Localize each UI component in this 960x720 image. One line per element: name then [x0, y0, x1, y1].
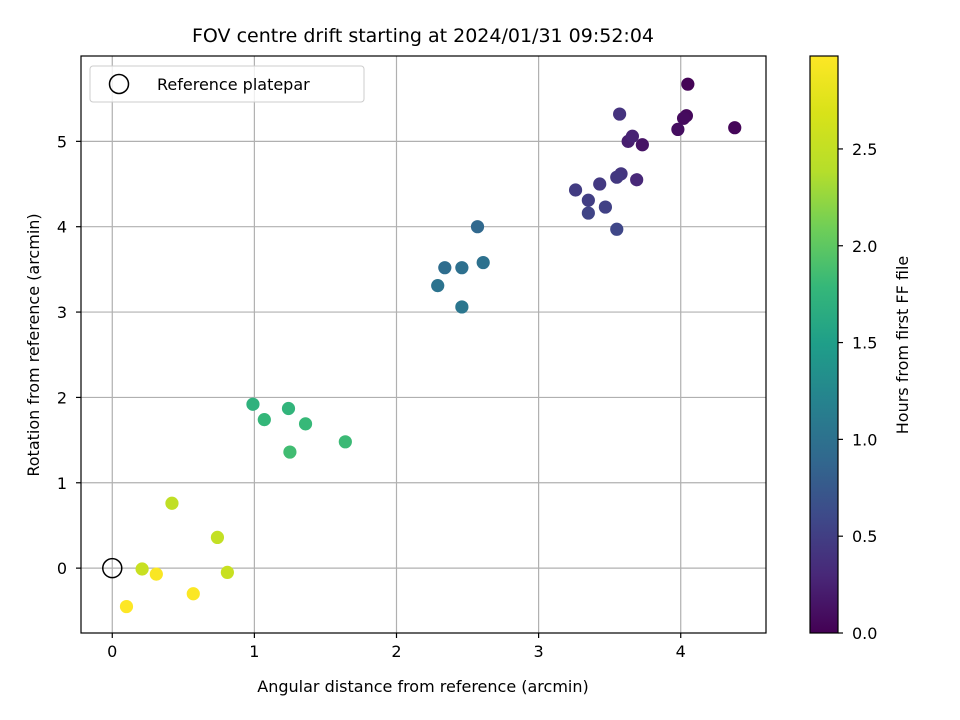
data-point	[119, 599, 134, 614]
chart-title: FOV centre drift starting at 2024/01/31 …	[192, 25, 654, 47]
data-point	[470, 220, 485, 234]
grid	[81, 56, 766, 633]
colorbar-tick-label: 0.0	[852, 624, 877, 643]
colorbar-tick-label: 1.0	[852, 430, 877, 449]
y-tick-label: 1	[57, 474, 67, 493]
data-point	[581, 193, 595, 207]
data-point	[671, 122, 685, 137]
data-point	[246, 397, 260, 411]
colorbar-tick-label: 0.5	[852, 527, 877, 546]
data-point	[728, 121, 742, 135]
data-point	[455, 300, 469, 314]
data-point	[338, 435, 352, 449]
data-point	[610, 170, 624, 184]
legend-label-reference: Reference platepar	[157, 75, 310, 94]
legend: Reference platepar	[89, 65, 365, 103]
data-point	[630, 173, 644, 187]
x-tick-label: 3	[534, 642, 544, 661]
colorbar-ticks: 0.0 0.5 1.0 1.5 2.0 2.5	[838, 140, 877, 643]
colorbar-tick-label: 2.0	[852, 237, 877, 256]
data-point	[568, 183, 583, 197]
data-point	[298, 417, 313, 431]
data-point	[257, 413, 271, 427]
data-point	[438, 261, 452, 275]
x-tick-label: 0	[107, 642, 117, 661]
colorbar-gradient	[810, 56, 838, 633]
data-point	[135, 562, 149, 576]
data-point	[613, 107, 627, 121]
plot-frame	[80, 55, 767, 634]
y-tick-label: 2	[57, 388, 67, 407]
data-point	[635, 138, 649, 152]
y-tick-label: 5	[57, 132, 67, 151]
x-tick-label: 2	[391, 642, 401, 661]
colorbar-tick-label: 2.5	[852, 140, 877, 159]
data-point	[165, 496, 179, 510]
data-point	[283, 445, 297, 459]
data-point	[281, 401, 296, 416]
data-point	[186, 587, 200, 601]
data-points	[119, 77, 742, 614]
y-axis-label: Rotation from reference (arcmin)	[24, 213, 43, 476]
data-point	[625, 129, 640, 143]
legend-box	[89, 65, 365, 103]
data-point	[431, 279, 445, 293]
y-tick-label: 3	[57, 303, 67, 322]
x-tick-label: 1	[249, 642, 259, 661]
y-tick-label: 0	[57, 559, 67, 578]
reference-point-marker	[102, 557, 123, 579]
data-point	[220, 565, 234, 579]
data-point	[455, 261, 469, 275]
data-point	[598, 200, 613, 214]
axis-ticks: 0 1 2 3 4 0 1 2 3 4 5	[57, 132, 686, 661]
data-point	[610, 222, 624, 236]
data-point	[149, 567, 163, 581]
data-point	[476, 255, 490, 270]
data-point	[593, 177, 607, 191]
colorbar-frame	[809, 55, 839, 634]
x-axis-label: Angular distance from reference (arcmin)	[257, 677, 588, 696]
x-tick-label: 4	[676, 642, 686, 661]
colorbar: 0.0 0.5 1.0 1.5 2.0 2.5 Hours from first FF f…	[809, 55, 912, 643]
colorbar-tick-label: 1.5	[852, 334, 877, 353]
y-tick-label: 4	[57, 218, 67, 237]
data-point	[676, 111, 691, 125]
data-point	[210, 530, 225, 545]
data-point	[681, 77, 695, 91]
legend-marker-reference	[108, 73, 130, 95]
data-point	[581, 206, 595, 220]
colorbar-label: Hours from first FF file	[893, 256, 912, 435]
